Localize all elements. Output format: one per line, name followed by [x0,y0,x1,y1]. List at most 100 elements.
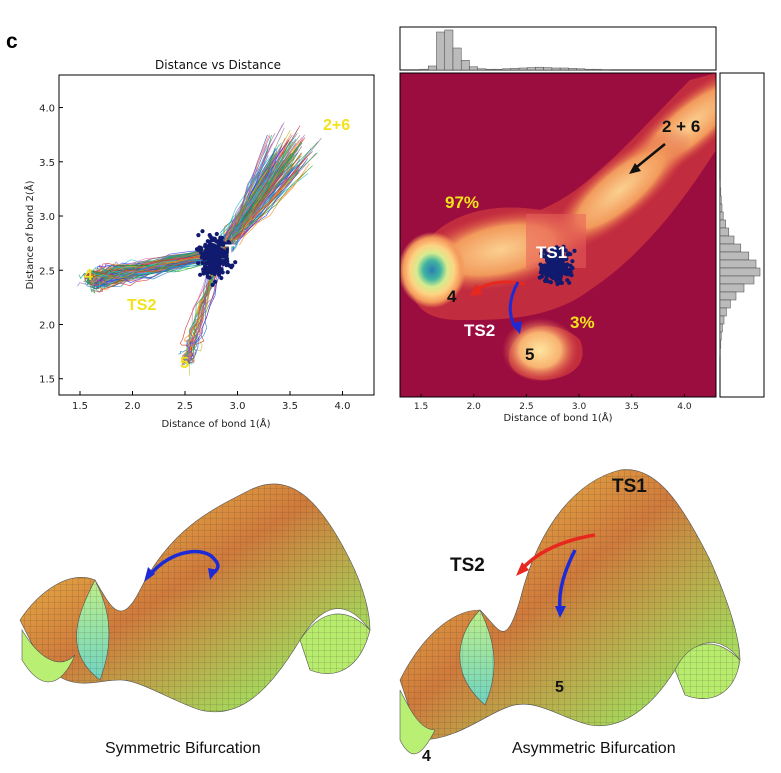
density-heatmap-plot: 97% 3% TS1 TS2 4 5 2 + 6 1.5 2.0 2.5 3.0 3.5… [399,26,765,424]
x-tick-label: 2.5 [177,401,193,412]
right-hist-bar [719,291,737,301]
y-tick-label: 1.5 [39,375,55,386]
ts1-point [572,248,577,253]
top-hist-bar [535,66,544,71]
ts1-point [209,270,214,275]
right-hist-bar [719,211,724,221]
product-5-label: 5 [180,355,189,372]
right-hist-bar [719,227,730,237]
top-hist-bar [518,67,528,71]
product-4-label: 4 [447,287,457,306]
heatmap-density [400,73,716,382]
ts1-point [556,256,561,261]
pct-97-label: 97% [445,193,479,212]
ts1-point [567,269,572,274]
ts1-point [545,264,550,269]
red-arrowhead [470,284,483,296]
ts1-point [221,261,226,266]
ts1-point [203,242,208,247]
top-hist-bar [584,68,594,71]
trajectory-line [89,141,291,277]
product-5-label: 5 [555,679,564,696]
y-axis-ticks: 1.5 2.0 2.5 3.0 3.5 4.0 [39,104,63,386]
right-hist-bar [719,203,723,213]
ts1-point [196,261,201,266]
x-tick-label: 1.5 [414,402,428,412]
ts1-point [557,267,562,272]
top-histogram-bars [419,29,610,71]
top-hist-bar [485,68,495,71]
y-tick-label: 2.0 [39,320,55,331]
ts1-point [561,244,566,249]
ts1-point [224,250,229,255]
right-hist-bar [719,195,722,205]
ts1-point [545,279,550,284]
x-axis-label: Distance of bond 1(Å) [161,417,270,430]
blue-path-arrowhead [555,606,566,618]
product-5-label: 5 [525,345,534,364]
trajectory-plot: Distance vs Distance TS1 4 TS2 5 2+6 1.5… [23,58,375,430]
ts1-point [210,236,215,241]
ts1-point [547,247,552,252]
right-hist-bar [719,235,735,245]
ts1-point [539,251,544,256]
ts1-point [205,239,210,244]
trajectory-line [92,141,302,282]
reactant-2-6-label: 2 + 6 [662,117,700,136]
ts1-point [224,253,229,258]
ts1-point [200,260,205,266]
x-tick-label: 3.5 [282,401,298,412]
right-hist-bar [719,307,727,317]
red-path-arrow [521,533,596,570]
trajectory-line [186,144,268,362]
ts1-point [556,247,561,252]
ts1-point [209,255,214,260]
right-histogram-bars [719,179,761,357]
top-hist-bar [502,68,511,71]
ts1-point [209,244,214,249]
ts1-point [220,254,226,259]
panel-letter: c [6,30,18,53]
reactant-2-6-label: 2+6 [323,117,350,134]
top-hist-bar [568,68,577,71]
ts1-point [210,259,215,264]
ts1-point [211,247,217,252]
ts1-point [559,250,565,255]
right-hist-bar [719,315,725,325]
trajectory-line [86,170,275,290]
ts1-point [199,247,204,252]
x-tick-label: 3.5 [625,402,639,412]
ts1-point [216,242,221,247]
ts1-point [554,274,559,279]
x-tick-label: 3.0 [230,401,246,412]
trajectory-plot-title: Distance vs Distance [155,58,281,72]
x-tick-label: 2.5 [519,402,533,412]
ts1-point [570,259,575,264]
ts1-point [200,229,205,234]
top-hist-bar [460,60,470,71]
top-hist-bar [452,47,462,71]
product-4-label: 4 [422,748,431,765]
ts1-point [553,269,558,275]
ts1-point [224,263,229,268]
ts1-label: TS1 [536,243,567,262]
ts1-point [554,278,559,283]
y-tick-label: 3.5 [39,158,55,169]
ts1-point [563,248,568,253]
ts1-point [561,257,567,262]
asymmetric-surface: TS1 TS2 5 [399,469,741,755]
ts1-cluster [194,229,238,287]
ts1-point [204,260,209,266]
ts1-point [224,256,230,261]
ts1-point [544,251,549,256]
red-path-arrowhead [516,562,529,576]
trajectory-line [91,134,270,286]
ts1-point [219,267,224,272]
right-hist-bar [719,339,722,349]
ts1-point [215,268,220,273]
symmetric-surface [19,483,371,713]
ts1-point [206,257,211,262]
x-axis-ticks: 1.5 2.0 2.5 3.0 3.5 4.0 [414,394,692,412]
right-hist-bar [719,331,722,341]
ts1-point [213,258,218,263]
